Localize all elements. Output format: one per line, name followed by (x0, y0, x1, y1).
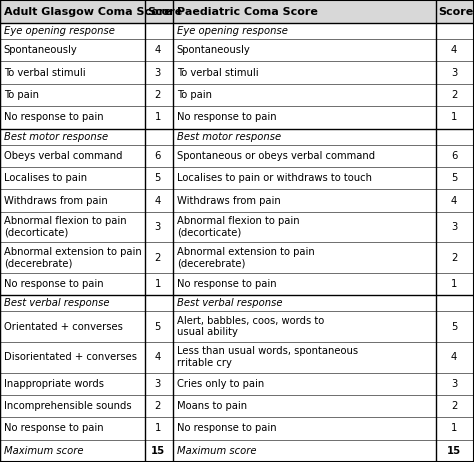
Bar (0, 242, 474, 273)
Text: 5: 5 (451, 173, 457, 183)
Bar (0, 417, 474, 440)
Text: Abnormal extension to pain
(decerebrate): Abnormal extension to pain (decerebrate) (177, 247, 315, 268)
Text: 6: 6 (155, 151, 161, 161)
Text: Spontaneously: Spontaneously (177, 45, 251, 55)
Text: Abnormal flexion to pain
(decorticate): Abnormal flexion to pain (decorticate) (4, 216, 127, 238)
Bar (0, 311, 474, 342)
Text: 3: 3 (451, 67, 457, 78)
Text: Localises to pain: Localises to pain (4, 173, 87, 183)
Text: Obeys verbal command: Obeys verbal command (4, 151, 122, 161)
Bar (0, 61, 474, 84)
Text: 1: 1 (155, 112, 161, 122)
Text: No response to pain: No response to pain (4, 424, 103, 433)
Text: Abnormal extension to pain
(decerebrate): Abnormal extension to pain (decerebrate) (4, 247, 142, 268)
Bar (0, 128, 474, 145)
Text: Orientated + converses: Orientated + converses (4, 322, 123, 332)
Text: Adult Glasgow Coma Score: Adult Glasgow Coma Score (4, 6, 172, 17)
Text: 6: 6 (451, 151, 457, 161)
Text: 1: 1 (451, 112, 457, 122)
Text: 2: 2 (451, 401, 457, 411)
Text: 4: 4 (451, 45, 457, 55)
Text: 2: 2 (155, 90, 161, 100)
Text: 4: 4 (155, 352, 161, 362)
Bar (0, 395, 474, 417)
Text: Best verbal response: Best verbal response (177, 298, 283, 308)
Text: 5: 5 (155, 322, 161, 332)
Text: Best motor response: Best motor response (4, 132, 108, 141)
Text: Eye opening response: Eye opening response (177, 26, 288, 36)
Text: Inappropriate words: Inappropriate words (4, 379, 104, 389)
Text: To verbal stimuli: To verbal stimuli (177, 67, 258, 78)
Text: To pain: To pain (177, 90, 212, 100)
Bar (0, 106, 474, 128)
Text: 2: 2 (155, 253, 161, 262)
Bar (0, 212, 474, 242)
Text: Spontaneous or obeys verbal command: Spontaneous or obeys verbal command (177, 151, 375, 161)
Text: 3: 3 (155, 67, 161, 78)
Bar (0, 84, 474, 106)
Text: Eye opening response: Eye opening response (4, 26, 115, 36)
Text: 1: 1 (155, 279, 161, 289)
Text: 4: 4 (155, 45, 161, 55)
Text: Maximum score: Maximum score (4, 446, 83, 456)
Text: Withdraws from pain: Withdraws from pain (4, 195, 108, 206)
Text: 1: 1 (155, 424, 161, 433)
Bar (0, 39, 474, 61)
Text: Best motor response: Best motor response (177, 132, 281, 141)
Text: 15: 15 (151, 446, 165, 456)
Text: No response to pain: No response to pain (4, 112, 103, 122)
Text: No response to pain: No response to pain (177, 279, 276, 289)
Text: 4: 4 (155, 195, 161, 206)
Text: To verbal stimuli: To verbal stimuli (4, 67, 85, 78)
Text: Alert, babbles, coos, words to
usual ability: Alert, babbles, coos, words to usual abi… (177, 316, 324, 337)
Bar (0, 440, 474, 462)
Text: 2: 2 (451, 253, 457, 262)
Bar (0, 372, 474, 395)
Text: Abnormal flexion to pain
(decorticate): Abnormal flexion to pain (decorticate) (177, 216, 300, 238)
Text: 3: 3 (155, 379, 161, 389)
Text: 1: 1 (451, 424, 457, 433)
Bar (0, 189, 474, 212)
Bar (0, 295, 474, 311)
Text: No response to pain: No response to pain (4, 279, 103, 289)
Text: To pain: To pain (4, 90, 39, 100)
Text: 1: 1 (451, 279, 457, 289)
Text: Score: Score (147, 6, 182, 17)
Text: Withdraws from pain: Withdraws from pain (177, 195, 281, 206)
Text: Cries only to pain: Cries only to pain (177, 379, 264, 389)
Text: 4: 4 (451, 195, 457, 206)
Text: 15: 15 (447, 446, 461, 456)
Text: 2: 2 (155, 401, 161, 411)
Text: Localises to pain or withdraws to touch: Localises to pain or withdraws to touch (177, 173, 372, 183)
Text: 5: 5 (155, 173, 161, 183)
Text: 3: 3 (451, 222, 457, 232)
Bar (0, 273, 474, 295)
Text: Spontaneously: Spontaneously (4, 45, 78, 55)
Text: Less than usual words, spontaneous
rritable cry: Less than usual words, spontaneous rrita… (177, 346, 358, 368)
Text: 3: 3 (451, 379, 457, 389)
Text: 4: 4 (451, 352, 457, 362)
Text: Maximum score: Maximum score (177, 446, 256, 456)
Text: 2: 2 (451, 90, 457, 100)
Text: Score: Score (438, 6, 474, 17)
Text: No response to pain: No response to pain (177, 424, 276, 433)
Bar (0, 145, 474, 167)
Text: Best verbal response: Best verbal response (4, 298, 109, 308)
Text: Disorientated + converses: Disorientated + converses (4, 352, 137, 362)
Text: No response to pain: No response to pain (177, 112, 276, 122)
Bar (0, 167, 474, 189)
Text: 3: 3 (155, 222, 161, 232)
Bar (0, 23, 474, 39)
Text: Incomprehensible sounds: Incomprehensible sounds (4, 401, 131, 411)
Text: 5: 5 (451, 322, 457, 332)
Bar (0, 342, 474, 372)
Text: Paediatric Coma Score: Paediatric Coma Score (177, 6, 318, 17)
Text: Moans to pain: Moans to pain (177, 401, 247, 411)
Bar (0, 0, 474, 23)
